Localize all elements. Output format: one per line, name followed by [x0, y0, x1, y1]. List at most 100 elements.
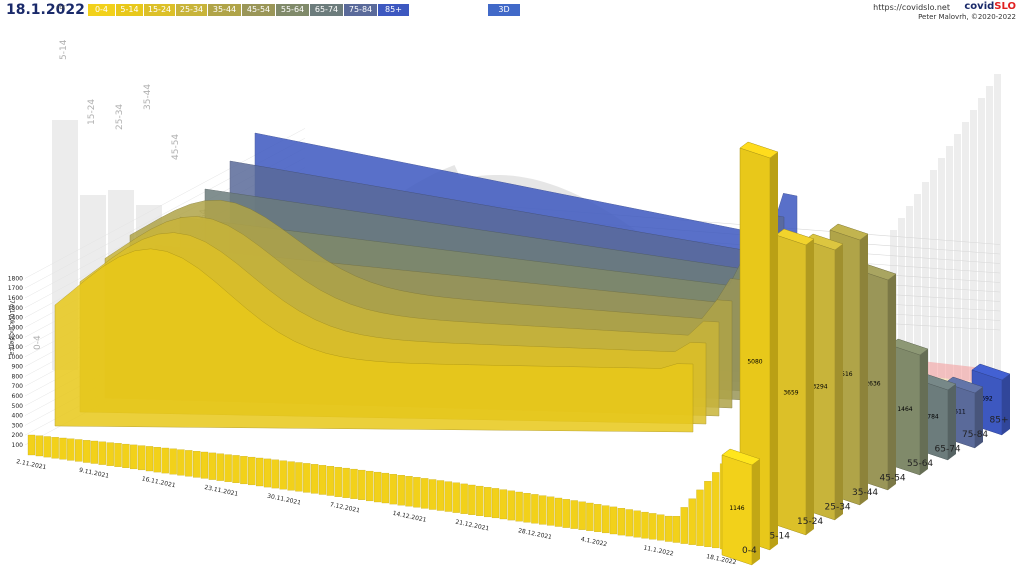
ghost-bar-right: [954, 134, 961, 380]
age-button-5-14[interactable]: 5-14: [116, 4, 144, 16]
front-bar-0-4: [358, 469, 366, 500]
front-bar-0-4: [248, 456, 256, 486]
mode-3d-button[interactable]: 3D: [488, 4, 520, 16]
y-tick-label: 1500: [8, 305, 23, 312]
age-button-25-34[interactable]: 25-34: [176, 4, 208, 16]
x-date-label: 7.12.2021: [329, 501, 361, 514]
front-bar-0-4: [193, 451, 201, 478]
front-bar-0-4: [381, 472, 390, 504]
front-bar-0-4: [279, 460, 287, 490]
brand-accent: SLO: [994, 1, 1016, 12]
front-bar-0-4: [185, 450, 193, 477]
front-bar-0-4: [271, 459, 279, 489]
front-bar-0-4: [137, 445, 146, 471]
front-bar-0-4: [350, 468, 358, 499]
front-bar-0-4: [641, 511, 649, 539]
front-bar-0-4: [507, 490, 515, 521]
big-bar-side-65-74: [948, 384, 956, 460]
front-bar-0-4: [672, 516, 681, 543]
x-date-label: 9.11.2021: [78, 467, 110, 480]
front-bar-0-4: [413, 477, 421, 508]
front-bar-0-4: [617, 508, 626, 536]
y-tick-label: 1100: [8, 344, 23, 351]
front-bar-0-4: [240, 456, 248, 485]
big-bar-side-15-24: [806, 239, 814, 535]
front-bar-0-4: [326, 466, 335, 496]
back-wall-label: 0-4: [33, 335, 43, 350]
y-tick-label: 1400: [8, 315, 23, 322]
y-tick-label: 600: [12, 393, 24, 400]
age-button-0-4[interactable]: 0-4: [88, 4, 116, 16]
ghost-bar-right: [922, 182, 929, 380]
age-button-65-74[interactable]: 65-74: [310, 4, 344, 16]
brand-main: covid: [964, 1, 995, 12]
front-bar-0-4: [82, 440, 91, 463]
data-label-15-24: 3659: [783, 390, 798, 397]
date-title: 18.1.2022: [6, 2, 85, 18]
y-tick-label: 1800: [8, 275, 23, 282]
big-bar-side-0-4: [752, 459, 760, 565]
front-bar-0-4: [688, 498, 696, 545]
front-bar-0-4: [531, 494, 539, 524]
front-bar-0-4: [342, 467, 350, 498]
back-wall-label: 45-54: [171, 134, 181, 160]
y-tick-label: 900: [12, 364, 24, 371]
day-label: tor: [57, 4, 66, 11]
age-button-15-24[interactable]: 15-24: [144, 4, 176, 16]
back-wall-label: 25-34: [115, 104, 125, 130]
front-bar-0-4: [75, 439, 83, 462]
ghost-bar-right: [906, 206, 913, 380]
front-bar-0-4: [452, 482, 460, 513]
author-credit: Peter Malovrh, ©2020-2022: [918, 13, 1016, 21]
age-button-55-64[interactable]: 55-64: [276, 4, 310, 16]
x-date-label: 14.12.2021: [392, 510, 427, 524]
front-bar-0-4: [318, 465, 327, 495]
front-bar-0-4: [704, 481, 712, 547]
x-date-label: 23.11.2021: [204, 484, 239, 498]
front-bar-0-4: [177, 449, 185, 476]
big-bar-side-25-34: [835, 244, 843, 520]
front-bar-0-4: [539, 495, 547, 525]
age-button-85plus[interactable]: 85+: [378, 4, 410, 16]
y-tick-label: 700: [12, 383, 24, 390]
data-label-55-64: 1464: [897, 406, 912, 413]
age-button-35-44[interactable]: 35-44: [208, 4, 242, 16]
x-date-label: 16.11.2021: [141, 475, 176, 489]
back-wall-label: 15-24: [87, 99, 97, 125]
y-tick-label: 1000: [8, 354, 23, 361]
front-bar-0-4: [421, 478, 429, 509]
x-date-label: 11.1.2022: [643, 544, 675, 557]
front-bar-0-4: [200, 451, 209, 479]
y-tick-label: 500: [12, 403, 24, 410]
front-bar-0-4: [51, 437, 59, 459]
front-bar-0-4: [499, 489, 508, 520]
front-bar-0-4: [696, 489, 704, 546]
y-tick-label: 200: [12, 432, 24, 439]
front-bar-0-4: [310, 464, 319, 494]
age-button-75-84[interactable]: 75-84: [344, 4, 378, 16]
x-date-label: 21.12.2021: [455, 519, 490, 533]
age-axis-label-45-54: 45-54: [880, 474, 906, 484]
big-bar-side-75-84: [975, 387, 983, 448]
front-bar-0-4: [649, 513, 657, 540]
front-bar-0-4: [334, 467, 342, 497]
front-bar-0-4: [287, 461, 295, 491]
ghost-bar-right: [994, 74, 1001, 380]
age-axis-label-0-4: 0-4: [742, 546, 757, 556]
ghost-bar-right: [898, 218, 905, 380]
y-tick-label: 1600: [8, 295, 23, 302]
front-bar-0-4: [224, 454, 232, 482]
front-bar-0-4: [216, 453, 224, 481]
ghost-bar-right: [970, 110, 977, 380]
y-tick-label: 100: [12, 442, 24, 449]
age-button-45-54[interactable]: 45-54: [242, 4, 276, 16]
front-bar-0-4: [303, 463, 311, 493]
front-bar-0-4: [67, 438, 75, 461]
front-bar-0-4: [232, 455, 240, 483]
site-url[interactable]: https://covidslo.net: [873, 3, 950, 12]
front-bar-0-4: [712, 472, 720, 549]
front-bar-0-4: [546, 496, 555, 526]
age-axis-label-15-24: 15-24: [797, 517, 823, 527]
front-bar-0-4: [43, 436, 51, 458]
